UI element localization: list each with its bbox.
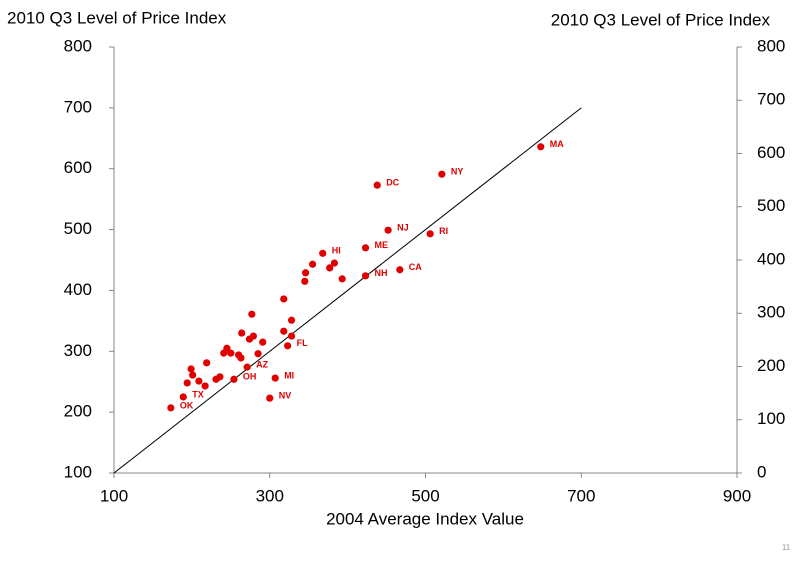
point-label: MI bbox=[284, 370, 294, 380]
point-label: NV bbox=[279, 391, 292, 401]
point-label: TX bbox=[192, 389, 204, 399]
point bbox=[243, 363, 251, 371]
point bbox=[280, 327, 288, 335]
point bbox=[426, 230, 434, 238]
x-tick-label: 300 bbox=[256, 486, 284, 505]
y-tick-label: 800 bbox=[64, 36, 92, 55]
point bbox=[216, 373, 224, 381]
point bbox=[301, 277, 309, 285]
point bbox=[238, 329, 246, 337]
y2-tick-label: 600 bbox=[757, 143, 785, 162]
point bbox=[287, 316, 296, 324]
y-tick-label: 600 bbox=[64, 158, 92, 177]
point bbox=[361, 272, 370, 280]
point bbox=[248, 310, 256, 318]
point bbox=[361, 244, 370, 252]
reference-line bbox=[113, 107, 582, 474]
point bbox=[287, 332, 296, 340]
point bbox=[438, 170, 446, 178]
y-tick-label: 400 bbox=[64, 280, 92, 299]
point bbox=[189, 371, 197, 379]
point bbox=[203, 359, 211, 367]
point bbox=[271, 374, 279, 382]
point-label: CA bbox=[409, 262, 422, 272]
point bbox=[227, 349, 235, 357]
point bbox=[220, 349, 228, 357]
point bbox=[330, 259, 338, 267]
point-label: DC bbox=[386, 178, 399, 188]
point bbox=[230, 375, 238, 383]
point-label: OK bbox=[180, 400, 194, 410]
point bbox=[537, 143, 545, 151]
x-tick-label: 900 bbox=[723, 486, 751, 505]
y-tick-label: 700 bbox=[64, 97, 92, 116]
y-tick-label: 100 bbox=[64, 462, 92, 481]
point bbox=[280, 295, 288, 303]
point bbox=[254, 350, 262, 358]
point bbox=[396, 266, 404, 274]
point bbox=[319, 249, 327, 257]
point bbox=[301, 269, 310, 277]
point-label: HI bbox=[332, 246, 341, 256]
point bbox=[384, 226, 392, 234]
point bbox=[237, 354, 245, 362]
y2-tick-label: 500 bbox=[757, 196, 785, 215]
point-label: NH bbox=[375, 268, 388, 278]
x-tick-label: 100 bbox=[100, 486, 128, 505]
x-axis-title: 2004 Average Index Value bbox=[326, 509, 524, 528]
point bbox=[195, 377, 203, 385]
y2-tick-label: 300 bbox=[757, 303, 785, 322]
x-tick-label: 500 bbox=[411, 486, 439, 505]
point-label: MA bbox=[550, 139, 564, 149]
point bbox=[259, 338, 267, 346]
point bbox=[326, 264, 334, 272]
y-tick-label: 500 bbox=[64, 219, 92, 238]
y2-tick-label: 100 bbox=[757, 409, 785, 428]
point bbox=[201, 382, 209, 390]
point-label: OH bbox=[243, 372, 256, 382]
y-tick-label: 300 bbox=[64, 341, 92, 360]
point bbox=[373, 181, 381, 189]
point bbox=[187, 365, 195, 373]
point bbox=[179, 393, 187, 401]
y2-axis-title: 2010 Q3 Level of Price Index bbox=[551, 10, 771, 29]
y-tick-label: 200 bbox=[64, 402, 92, 421]
point bbox=[308, 260, 317, 268]
point-label: RI bbox=[439, 226, 448, 236]
y2-tick-label: 800 bbox=[757, 36, 785, 55]
point-label: NY bbox=[451, 167, 464, 177]
y-axis-title: 2010 Q3 Level of Price Index bbox=[7, 8, 227, 27]
page-number: 11 bbox=[782, 543, 791, 552]
point bbox=[245, 335, 254, 343]
point bbox=[284, 342, 292, 350]
x-tick-label: 700 bbox=[567, 486, 595, 505]
point bbox=[266, 394, 274, 402]
point bbox=[167, 404, 175, 412]
point-label: AZ bbox=[256, 359, 268, 369]
point bbox=[183, 379, 191, 387]
y2-tick-label: 200 bbox=[757, 356, 785, 375]
point-label: NJ bbox=[397, 223, 409, 233]
y2-tick-label: 700 bbox=[757, 90, 785, 109]
point-label: FL bbox=[297, 338, 308, 348]
y2-tick-label: 400 bbox=[757, 249, 785, 268]
point bbox=[338, 275, 346, 283]
y2-tick-label: 0 bbox=[757, 462, 766, 481]
point-label: ME bbox=[375, 240, 389, 250]
